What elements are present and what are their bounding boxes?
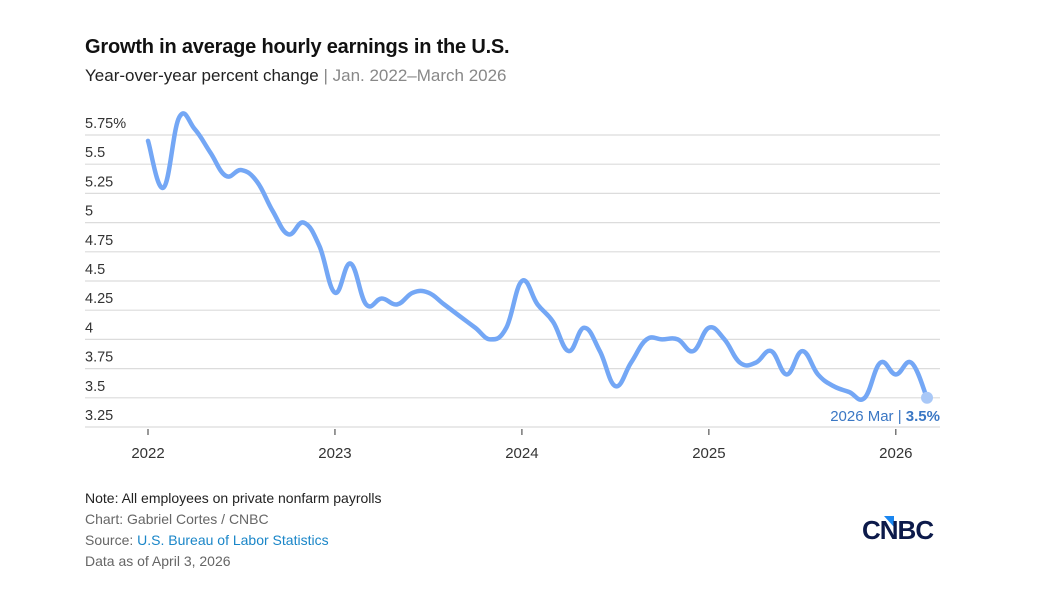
- data-point: [613, 384, 617, 388]
- y-tick-label: 3.75: [85, 350, 113, 366]
- footer-note: Note: All employees on private nonfarm p…: [85, 490, 382, 506]
- series-line: [145, 111, 930, 402]
- x-tick-label: 2025: [692, 445, 725, 462]
- source-line: Source: U.S. Bureau of Labor Statistics: [85, 530, 381, 551]
- data-point: [442, 302, 446, 306]
- x-tick-label: 2023: [318, 445, 351, 462]
- data-point: [645, 337, 649, 341]
- data-point: [162, 186, 166, 190]
- data-point: [769, 349, 773, 353]
- data-point: [458, 314, 462, 318]
- data-point: [582, 326, 586, 330]
- data-point: [832, 384, 836, 388]
- data-point: [426, 291, 430, 295]
- data-point: [707, 326, 711, 330]
- data-point: [785, 372, 789, 376]
- data-point: [364, 302, 368, 306]
- data-point: [193, 127, 197, 131]
- data-point: [536, 302, 540, 306]
- data-point: [224, 174, 228, 178]
- data-point: [816, 372, 820, 376]
- y-tick-label: 3.25: [85, 408, 113, 424]
- data-point: [473, 326, 477, 330]
- data-point: [380, 297, 384, 301]
- subtitle-main: Year-over-year percent change: [85, 66, 319, 85]
- y-tick-label: 5: [85, 204, 93, 220]
- chart-title: Growth in average hourly earnings in the…: [85, 36, 510, 58]
- y-tick-label: 4.5: [85, 262, 105, 278]
- data-point: [302, 221, 306, 225]
- data-point: [177, 115, 181, 119]
- data-as-of: Data as of April 3, 2026: [85, 553, 231, 569]
- data-point: [333, 291, 337, 295]
- data-point: [567, 349, 571, 353]
- annotation-value: 3.5%: [906, 408, 940, 425]
- data-point: [598, 349, 602, 353]
- data-point: [489, 337, 493, 341]
- subtitle-date-range: Jan. 2022–March 2026: [332, 66, 507, 85]
- y-axis-ticks: 3.25 3.5 3.75 4 4.25 4.5 4.75 5 5.25 5.5 5.75%: [85, 116, 126, 424]
- logo-accent-icon: [884, 516, 894, 527]
- data-point: [271, 209, 275, 213]
- data-point: [878, 361, 882, 365]
- source-prefix: Source:: [85, 532, 138, 548]
- data-point: [754, 361, 758, 365]
- chart-footer: Note: All employees on private nonfarm p…: [85, 488, 381, 572]
- data-point: [722, 337, 726, 341]
- end-point-marker: [921, 391, 933, 404]
- logo-text: CNBC: [862, 515, 934, 542]
- data-point: [676, 337, 680, 341]
- data-point: [411, 291, 415, 295]
- x-tick-label: 2024: [505, 445, 538, 462]
- cnbc-logo: CNBC: [862, 515, 935, 542]
- data-point: [800, 349, 804, 353]
- y-tick-label: 4.25: [85, 291, 113, 307]
- y-tick-label: 5.75%: [85, 116, 126, 132]
- data-point: [504, 326, 508, 330]
- y-tick-label: 4: [85, 320, 93, 336]
- data-point: [146, 139, 150, 143]
- data-point: [691, 349, 695, 353]
- y-tick-label: 5.5: [85, 145, 105, 161]
- data-point: [894, 372, 898, 376]
- data-point: [738, 361, 742, 365]
- data-point: [551, 320, 555, 324]
- data-point: [317, 244, 321, 248]
- data-point: [349, 261, 353, 265]
- subtitle-separator: |: [318, 66, 333, 85]
- y-tick-label: 3.5: [85, 379, 105, 395]
- data-point: [909, 361, 913, 365]
- data-point: [208, 151, 212, 155]
- data-point: [520, 279, 524, 283]
- x-tick-label: 2026: [879, 445, 912, 462]
- gridlines: [85, 134, 940, 428]
- end-point-annotation: 2026 Mar | 3.5%: [830, 408, 940, 425]
- data-point: [629, 361, 633, 365]
- x-tick-label: 2022: [131, 445, 164, 462]
- x-axis-ticks: 2022 2023 2024 2025 2026: [131, 429, 913, 462]
- data-point: [395, 302, 399, 306]
- data-point: [863, 396, 867, 400]
- data-point: [847, 390, 851, 394]
- y-tick-label: 5.25: [85, 174, 113, 190]
- series-points: [146, 115, 929, 399]
- data-point: [239, 168, 243, 172]
- annotation-label: 2026 Mar |: [830, 408, 906, 425]
- data-point: [660, 337, 664, 341]
- y-tick-label: 4.75: [85, 233, 113, 249]
- chart-credit: Chart: Gabriel Cortes / CNBC: [85, 511, 269, 527]
- data-point: [286, 232, 290, 236]
- chart-subtitle: Year-over-year percent change | Jan. 202…: [85, 66, 507, 86]
- source-link[interactable]: U.S. Bureau of Labor Statistics: [137, 532, 329, 548]
- data-point: [255, 180, 259, 184]
